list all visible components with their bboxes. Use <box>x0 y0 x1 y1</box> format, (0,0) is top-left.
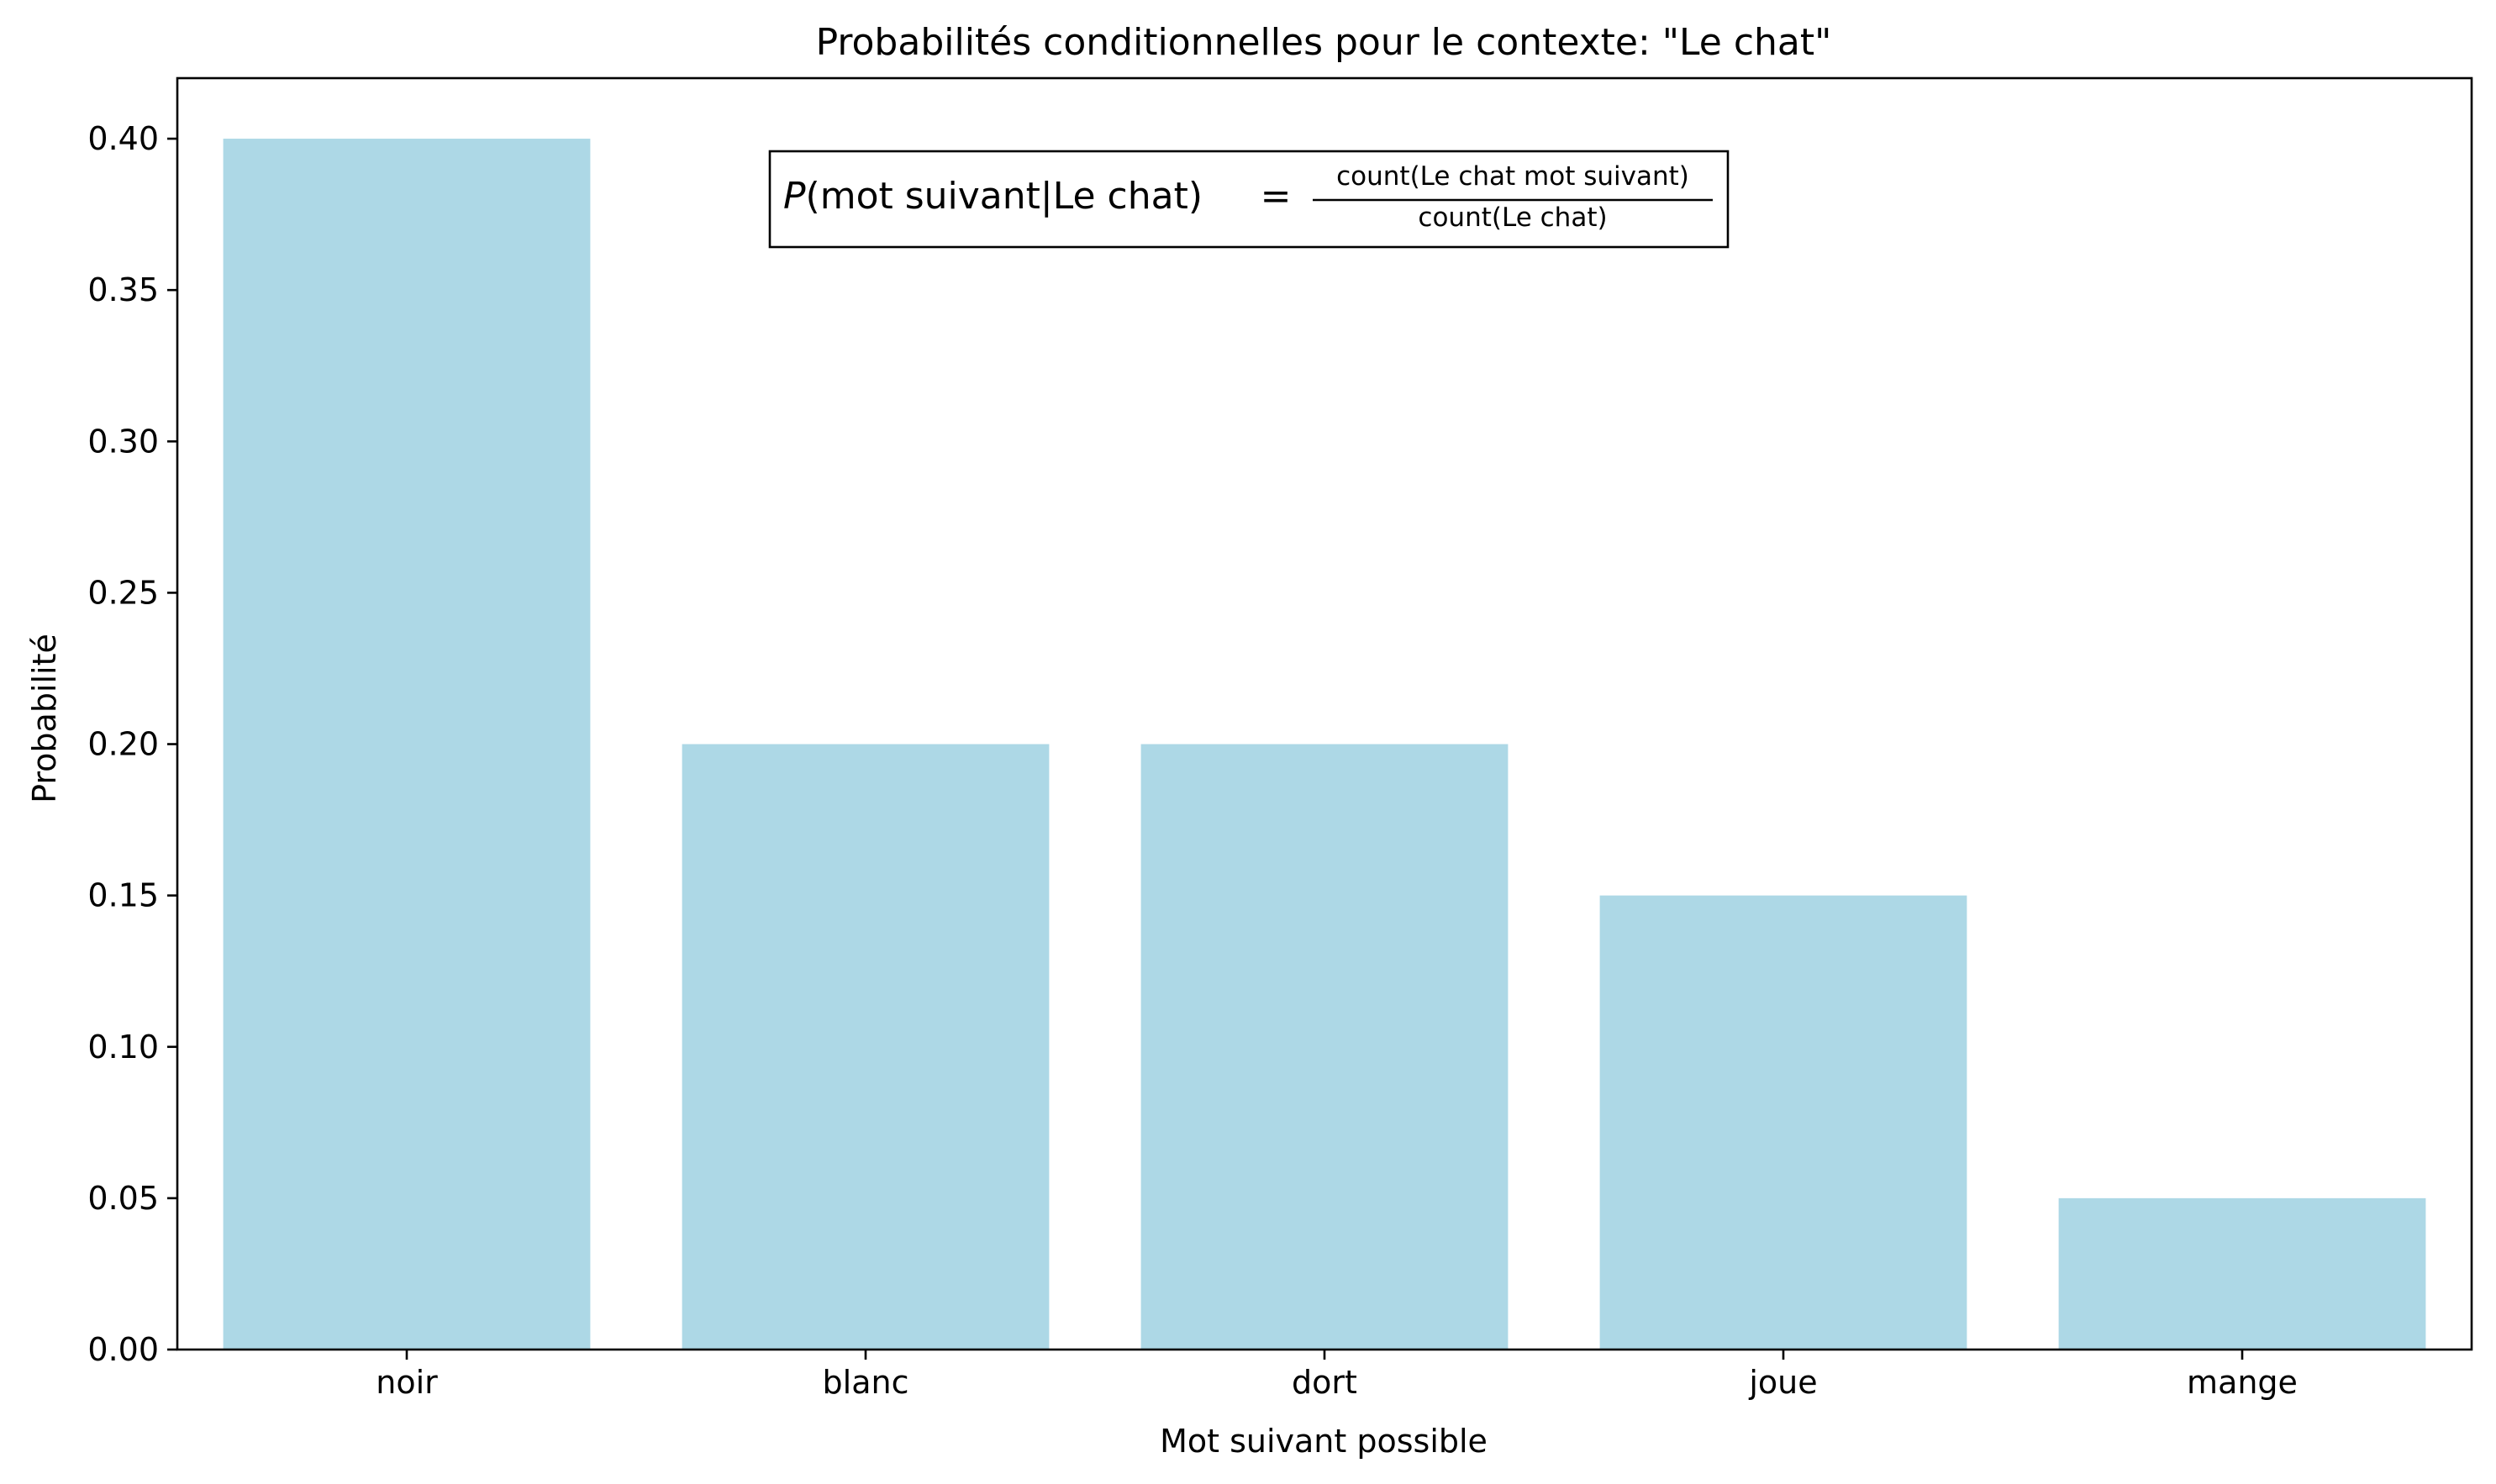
formula-symbol: P <box>783 175 806 218</box>
bar-blanc <box>682 744 1050 1350</box>
x-axis-label: Mot suivant possible <box>1160 1423 1488 1460</box>
y-tick-label: 0.25 <box>87 574 159 611</box>
chart-title: Probabilités conditionnelles pour le con… <box>816 21 1832 64</box>
y-ticks-group: 0.00 0.05 0.10 0.15 0.20 0.25 0.30 0.35 0.40 <box>87 120 177 1368</box>
bar-mange <box>2058 1197 2426 1350</box>
y-tick-label: 0.40 <box>87 120 159 157</box>
y-tick-label: 0.20 <box>87 726 159 763</box>
y-tick-label: 0.30 <box>87 423 159 460</box>
x-tick-label: joue <box>1748 1364 1817 1401</box>
formula-lhs: P(mot suivant|Le chat) <box>783 175 1203 218</box>
x-tick-label: mange <box>2187 1364 2298 1401</box>
formula-equals: = <box>1261 175 1292 218</box>
y-tick-label: 0.35 <box>87 271 159 308</box>
y-tick-label: 0.05 <box>87 1180 159 1217</box>
formula-annotation: P(mot suivant|Le chat) = count(Le chat m… <box>768 150 1730 249</box>
formula-numerator: count(Le chat mot suivant) <box>1336 161 1689 192</box>
bar-joue <box>1599 895 1967 1350</box>
bars-group <box>223 139 2426 1350</box>
x-tick-label: dort <box>1292 1364 1357 1401</box>
x-tick-label: blanc <box>823 1364 909 1401</box>
formula-denominator: count(Le chat) <box>1418 203 1607 233</box>
x-ticks-group: noir blanc dort joue mange <box>376 1350 2298 1401</box>
formula-condition: (mot suivant|Le chat) <box>806 175 1203 218</box>
y-tick-label: 0.00 <box>87 1331 159 1368</box>
x-tick-label: noir <box>376 1364 438 1401</box>
y-tick-label: 0.15 <box>87 877 159 914</box>
y-tick-label: 0.10 <box>87 1029 159 1066</box>
y-axis-label: Probabilité <box>26 634 63 803</box>
bar-dort <box>1140 744 1509 1350</box>
bar-noir <box>223 139 591 1350</box>
